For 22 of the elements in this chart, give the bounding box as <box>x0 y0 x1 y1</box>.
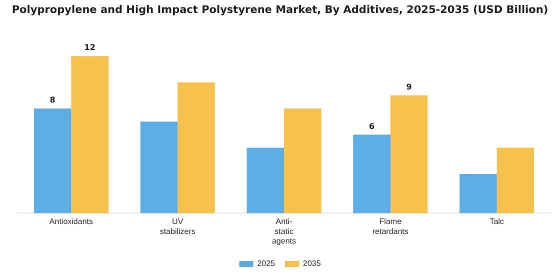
data-label: 9 <box>406 82 412 92</box>
legend-label: 2025 <box>257 259 276 268</box>
x-tick-label: UV stabilizers <box>160 217 196 236</box>
x-tick-label: Anti-static agents <box>272 217 296 246</box>
bar <box>140 122 178 214</box>
bar <box>496 148 534 214</box>
x-tick-label: Antioxidants <box>49 217 93 226</box>
data-label: 6 <box>368 122 375 131</box>
bar <box>390 95 428 214</box>
bar <box>71 56 108 214</box>
data-label: 8 <box>50 96 56 105</box>
bar <box>353 134 390 214</box>
bar <box>284 108 322 214</box>
bar <box>178 82 215 214</box>
chart-title: Polypropylene and High Impact Polystyrene Market, By Additives, 2025-2035 (USD Billion) <box>10 4 550 18</box>
bar <box>34 108 72 214</box>
bar <box>246 148 284 214</box>
bar <box>460 174 497 214</box>
x-tick-label: Flame retardants <box>372 217 408 236</box>
x-tick-label: Talc <box>490 217 504 226</box>
legend-label: 2035 <box>303 259 322 268</box>
data-label: 12 <box>84 43 96 52</box>
